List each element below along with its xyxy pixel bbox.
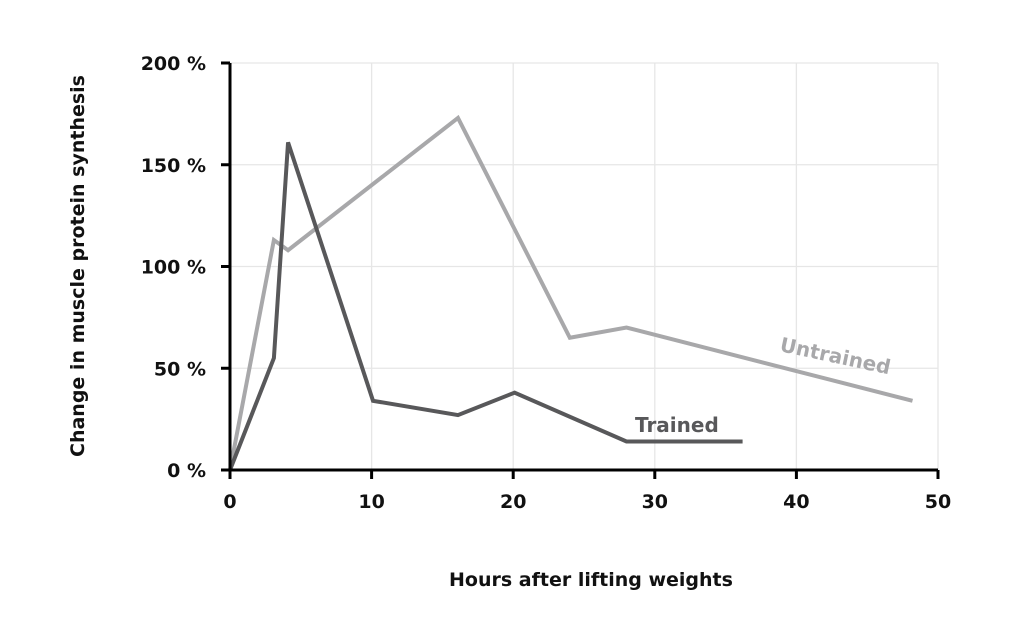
axes bbox=[228, 63, 938, 472]
y-tick-label: 50 % bbox=[154, 358, 206, 380]
x-tick-label: 0 bbox=[223, 491, 236, 513]
series-group bbox=[230, 118, 913, 470]
y-tick-label: 100 % bbox=[141, 257, 206, 279]
x-tick-label: 40 bbox=[783, 491, 809, 513]
y-tick-label: 0 % bbox=[167, 460, 206, 482]
y-tick-label: 150 % bbox=[141, 155, 206, 177]
x-tick-label: 20 bbox=[500, 491, 526, 513]
x-tick-label: 50 bbox=[925, 491, 951, 513]
series-label-trained: Trained bbox=[635, 413, 719, 437]
ticks: 0 10 20 30 40 50 0 % 50 % 100 % 150 % 200 % bbox=[141, 53, 952, 513]
grid bbox=[230, 63, 938, 470]
y-axis-label: Change in muscle protein synthesis bbox=[67, 75, 89, 457]
x-tick-label: 30 bbox=[642, 491, 668, 513]
y-tick-label: 200 % bbox=[141, 53, 206, 75]
x-axis-label: Hours after lifting weights bbox=[449, 569, 733, 591]
x-tick-label: 10 bbox=[358, 491, 384, 513]
